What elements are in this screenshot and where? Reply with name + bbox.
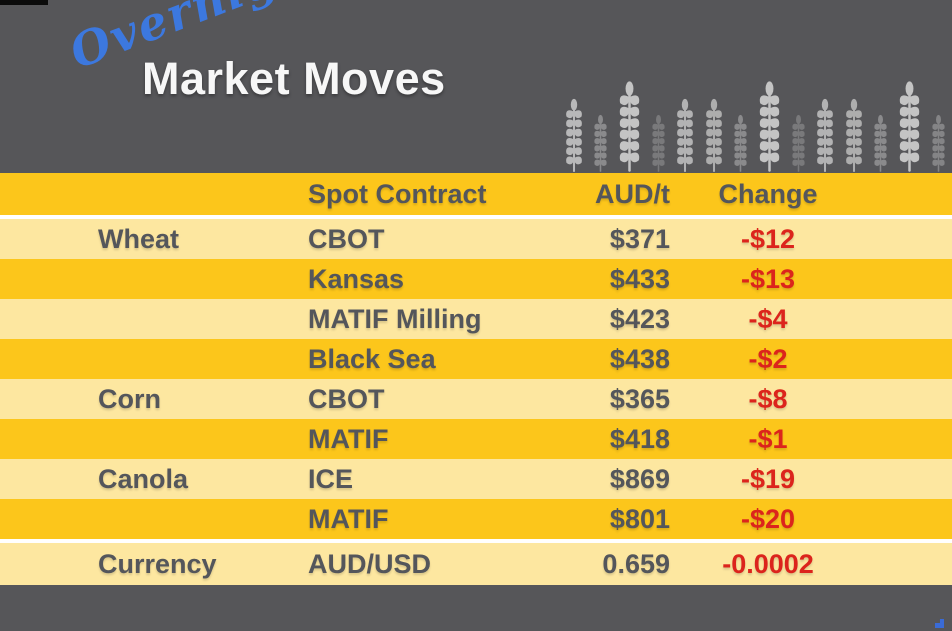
contract-cell: MATIF (308, 423, 389, 454)
price-cell: $438 (609, 343, 670, 374)
category-cell: Currency (98, 548, 217, 579)
wheat-icon (732, 114, 749, 172)
table-row-corn-matif: MATIF $418 -$1 (0, 419, 952, 459)
wheat-icon (814, 98, 836, 172)
price-cell: $869 (609, 463, 670, 494)
table-row-wheat-cbot: Wheat CBOT $371 -$12 (0, 219, 952, 259)
contract-cell: ICE (308, 463, 354, 494)
wheat-icon (790, 114, 807, 172)
change-cell: -$4 (748, 303, 788, 334)
price-cell: $365 (609, 383, 670, 414)
contract-cell: CBOT (308, 383, 385, 414)
wheat-icons-strip (563, 80, 947, 172)
contract-cell: MATIF Milling (308, 303, 482, 334)
change-cell: -$20 (740, 503, 796, 534)
table-row-canola-matif: MATIF $801 -$20 (0, 499, 952, 539)
category-cell: Canola (98, 463, 189, 494)
corner-mark (935, 619, 944, 628)
table-header-row: Spot Contract AUD/t Change (0, 173, 952, 215)
change-cell: -$13 (740, 263, 796, 294)
footer-bar (0, 585, 952, 631)
wheat-icon (872, 114, 889, 172)
wheat-icon (756, 80, 783, 172)
wheat-icon (843, 98, 865, 172)
header-cell-spot-contract: Spot Contract (308, 178, 487, 209)
table-row-currency-audusd: Currency AUD/USD 0.659 -0.0002 (0, 543, 952, 585)
page-title: Market Moves (142, 53, 446, 104)
contract-cell: AUD/USD (308, 548, 432, 579)
contract-cell: Kansas (308, 263, 405, 294)
wheat-icon (703, 98, 725, 172)
row-divider (0, 539, 952, 543)
price-cell: $423 (609, 303, 670, 334)
contract-cell: MATIF (308, 503, 389, 534)
wheat-icon (616, 80, 643, 172)
table-row-wheat-kansas: Kansas $433 -$13 (0, 259, 952, 299)
contract-cell: Black Sea (308, 343, 436, 374)
change-cell: -0.0002 (722, 548, 814, 579)
table-row-wheat-black-sea: Black Sea $438 -$2 (0, 339, 952, 379)
wheat-icon (896, 80, 923, 172)
price-cell: $371 (609, 223, 670, 254)
price-cell: 0.659 (602, 548, 670, 579)
price-cell: $801 (609, 503, 670, 534)
change-cell: -$1 (748, 423, 788, 454)
header-cell-aud-t: AUD/t (595, 178, 670, 209)
contract-cell: CBOT (308, 223, 385, 254)
category-cell: Wheat (98, 223, 179, 254)
table-row-canola-ice: Canola ICE $869 -$19 (0, 459, 952, 499)
header-banner: Overnight Market Moves (0, 0, 952, 173)
header-cell-change: Change (718, 178, 818, 209)
change-cell: -$19 (740, 463, 796, 494)
wheat-icon (674, 98, 696, 172)
change-cell: -$2 (748, 343, 788, 374)
change-cell: -$8 (748, 383, 788, 414)
wheat-icon (930, 114, 947, 172)
row-divider (0, 215, 952, 219)
price-cell: $433 (609, 263, 670, 294)
table-row-corn-cbot: Corn CBOT $365 -$8 (0, 379, 952, 419)
wheat-icon (592, 114, 609, 172)
category-cell: Corn (98, 383, 161, 414)
price-cell: $418 (609, 423, 670, 454)
wheat-icon (563, 98, 585, 172)
top-left-tab (0, 0, 48, 5)
table-row-wheat-matif-milling: MATIF Milling $423 -$4 (0, 299, 952, 339)
wheat-icon (650, 114, 667, 172)
change-cell: -$12 (740, 223, 796, 254)
